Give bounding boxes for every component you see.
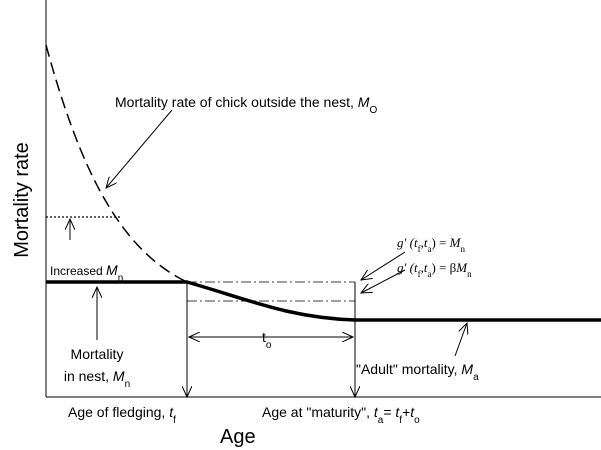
annotation: Increased Mn — [50, 262, 123, 284]
annotation: "Adult" mortality, Ma — [356, 361, 479, 383]
text-part: f — [418, 269, 421, 279]
text-part: M — [461, 361, 473, 377]
text-part: f — [399, 415, 402, 426]
text-part: , — [421, 235, 424, 250]
pointer-arrow — [454, 323, 467, 357]
pointer-arrow — [361, 251, 406, 280]
text-part: o — [266, 340, 272, 351]
text-part: t — [414, 260, 418, 275]
text-part: ) = β — [431, 260, 456, 275]
text-part: f — [173, 415, 176, 426]
annotation: Age of fledging, tf — [68, 404, 176, 426]
text-part: t — [410, 404, 415, 420]
text-part: n — [125, 379, 131, 390]
text-part: n — [118, 273, 124, 284]
text-part: a — [427, 269, 431, 279]
pointer-arrow — [106, 109, 173, 188]
text-part: t — [424, 235, 428, 250]
text-part: Age at "maturity", — [262, 404, 374, 420]
text-part: o — [414, 415, 420, 426]
text-part: n — [460, 244, 465, 254]
mortality-curve — [46, 280, 601, 322]
annotation: Mortality rate of chick outside the nest… — [115, 94, 377, 116]
text-part: f — [418, 244, 421, 254]
text-part: t — [395, 404, 400, 420]
outside-curve — [45, 44, 188, 283]
text-part: + — [402, 404, 410, 420]
annotation: Age at "maturity", ta= tf+to — [262, 404, 420, 426]
text-part: M — [449, 235, 462, 250]
text-part: in nest, — [64, 368, 113, 384]
text-part: M — [455, 260, 468, 275]
text-part: "Adult" mortality, — [356, 361, 461, 377]
annotation: g′ (tf,ta) = Mn — [397, 235, 465, 254]
text-part: a — [427, 244, 431, 254]
text-part: , — [421, 260, 424, 275]
text-part: g′ ( — [397, 235, 415, 250]
text-part: t — [262, 329, 266, 345]
text-part: M — [358, 94, 370, 110]
text-part: Increased — [50, 264, 106, 278]
text-part: M — [113, 368, 125, 384]
y-axis-label: Mortality rate — [11, 142, 33, 258]
annotation: Mortality — [71, 346, 124, 362]
x-axis-label: Age — [220, 426, 256, 448]
annotation: to — [262, 329, 272, 351]
text-part: a — [378, 415, 384, 426]
text-part: ) = — [431, 235, 449, 250]
annotation: g′ (tf,ta) = βMn — [397, 260, 472, 279]
text-part: Mortality rate of chick outside the nest… — [115, 94, 358, 110]
text-part: = — [383, 404, 395, 420]
text-part: t — [374, 404, 379, 420]
text-part: t — [414, 235, 418, 250]
text-part: g′ ( — [397, 260, 415, 275]
text-part: t — [424, 260, 428, 275]
pointer-arrow — [361, 269, 406, 293]
text-part: O — [369, 105, 377, 116]
text-part: M — [106, 262, 118, 278]
text-part: n — [467, 269, 472, 279]
text-part: a — [473, 372, 479, 383]
text-part: Age of fledging, — [68, 404, 169, 420]
text-part: t — [169, 404, 174, 420]
annotation: in nest, Mn — [64, 368, 130, 390]
